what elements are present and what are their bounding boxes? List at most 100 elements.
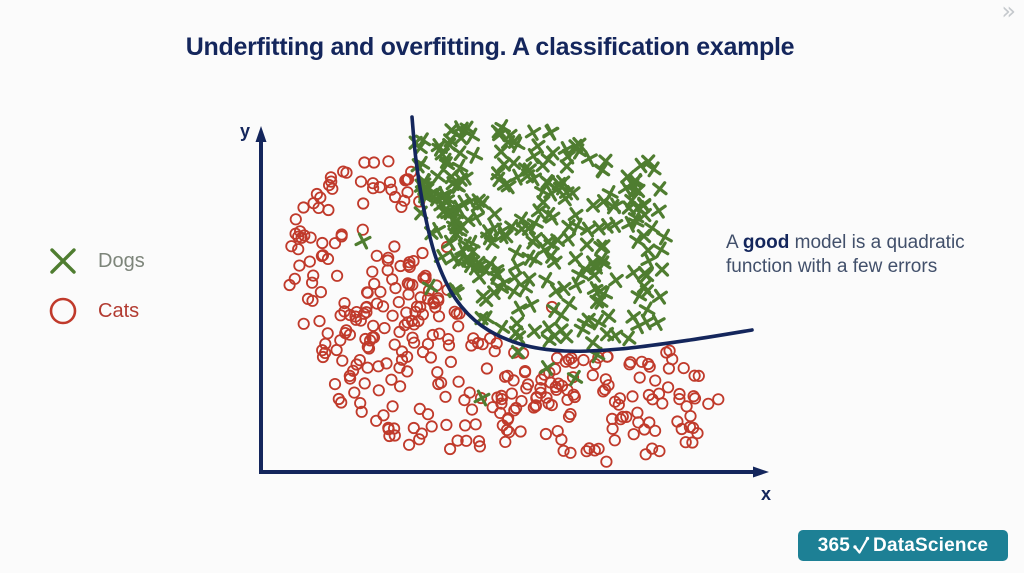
dogs-point bbox=[525, 234, 541, 250]
dogs-point bbox=[586, 281, 604, 298]
cats-point bbox=[415, 427, 428, 440]
cats-point bbox=[443, 442, 457, 456]
dogs-point bbox=[579, 237, 595, 252]
cats-point bbox=[326, 182, 339, 195]
cats-point bbox=[529, 400, 542, 413]
cats-point bbox=[388, 190, 402, 204]
cats-point bbox=[688, 369, 701, 382]
cats-point bbox=[366, 177, 379, 190]
cats-point bbox=[313, 314, 326, 328]
dogs-point bbox=[568, 276, 586, 294]
cats-point bbox=[458, 419, 472, 432]
cats-point bbox=[354, 175, 368, 188]
dogs-point bbox=[493, 144, 509, 159]
dogs-point bbox=[594, 161, 610, 178]
dogs-point bbox=[491, 171, 507, 188]
cats-point bbox=[424, 351, 437, 364]
cats-circle-marker-icon bbox=[49, 297, 77, 325]
dogs-point bbox=[556, 280, 572, 296]
cats-point bbox=[304, 231, 317, 244]
dogs-point bbox=[525, 147, 542, 165]
dogs-point bbox=[570, 143, 587, 160]
cats-point bbox=[413, 402, 426, 415]
dogs-point bbox=[453, 172, 468, 187]
dogs-point bbox=[480, 224, 497, 241]
dogs-point bbox=[652, 181, 668, 197]
dogs-point bbox=[511, 300, 528, 318]
cats-point bbox=[514, 425, 527, 438]
dogs-point bbox=[520, 168, 536, 184]
dogs-point bbox=[466, 146, 484, 164]
cats-point bbox=[366, 182, 380, 195]
cats-point bbox=[321, 327, 334, 340]
cats-point bbox=[473, 440, 486, 453]
cats-point bbox=[495, 397, 508, 410]
cats-point bbox=[324, 171, 337, 184]
dogs-point bbox=[540, 331, 557, 348]
cats-point bbox=[297, 317, 310, 330]
dogs-point bbox=[637, 265, 653, 281]
cats-point bbox=[386, 400, 399, 413]
dogs-point bbox=[438, 192, 456, 209]
cats-point bbox=[301, 292, 315, 305]
dogs-point bbox=[595, 255, 612, 272]
cats-point bbox=[444, 355, 457, 368]
cats-point bbox=[642, 388, 656, 402]
cats-point bbox=[338, 296, 351, 310]
dogs-point bbox=[591, 220, 607, 236]
annotation-line2: function with a few errors bbox=[726, 256, 938, 277]
cats-point bbox=[314, 285, 327, 299]
cats-point bbox=[613, 392, 627, 405]
cats-point bbox=[692, 369, 705, 382]
dogs-point bbox=[509, 316, 525, 331]
cats-point bbox=[332, 392, 345, 406]
dogs-point bbox=[521, 249, 538, 266]
x-axis-label: x bbox=[761, 484, 772, 504]
dogs-point bbox=[500, 178, 517, 195]
cats-point bbox=[586, 369, 599, 382]
dogs-point bbox=[656, 228, 673, 246]
dogs-point bbox=[625, 309, 642, 326]
brand-logo: 365 DataScience bbox=[798, 530, 1008, 561]
cats-point bbox=[402, 438, 416, 451]
cats-point bbox=[661, 381, 675, 394]
cats-point bbox=[392, 295, 405, 309]
cats-point bbox=[358, 377, 371, 390]
dogs-point bbox=[650, 202, 667, 219]
cats-point bbox=[439, 390, 452, 403]
cats-point bbox=[416, 345, 430, 359]
dogs-point bbox=[565, 184, 581, 201]
dogs-point bbox=[539, 174, 555, 190]
dogs-point bbox=[539, 360, 555, 376]
cats-point bbox=[297, 201, 310, 214]
cats-point bbox=[469, 418, 482, 431]
cats-point bbox=[679, 436, 692, 449]
cats-series bbox=[283, 155, 725, 468]
cats-point bbox=[491, 391, 504, 404]
dogs-point bbox=[429, 221, 447, 239]
cats-point bbox=[463, 386, 476, 399]
cats-point bbox=[388, 240, 401, 253]
dogs-point bbox=[560, 231, 577, 247]
cats-point bbox=[305, 276, 319, 289]
cats-point bbox=[568, 390, 581, 404]
cats-point bbox=[432, 377, 445, 391]
dogs-point bbox=[593, 239, 609, 256]
cats-point bbox=[639, 448, 652, 461]
dogs-point bbox=[580, 221, 596, 238]
cats-point bbox=[649, 374, 662, 387]
cats-point bbox=[684, 409, 697, 423]
dogs-point bbox=[644, 220, 661, 237]
cats-point bbox=[451, 434, 464, 447]
dogs-point bbox=[640, 252, 658, 270]
cats-point bbox=[330, 343, 343, 357]
dogs-point bbox=[529, 138, 546, 154]
dogs-point bbox=[654, 262, 670, 277]
chevrons-right-icon[interactable]: » bbox=[995, 0, 1022, 24]
cats-point bbox=[330, 269, 344, 282]
cats-point bbox=[414, 291, 427, 304]
cats-point bbox=[407, 336, 421, 349]
cats-point bbox=[673, 387, 686, 401]
legend-item-cats: Cats bbox=[48, 294, 145, 328]
dogs-point bbox=[630, 287, 648, 305]
